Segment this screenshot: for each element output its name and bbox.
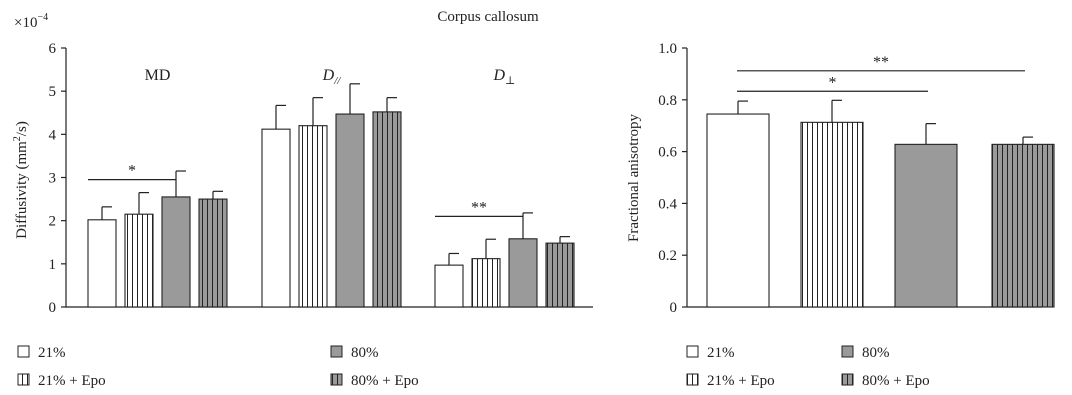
legend-label: 21% [707, 345, 735, 361]
figure-title: Corpus callosum [437, 9, 539, 25]
left-multiplier: ×10−4 [14, 12, 48, 31]
left-y-tick-label: 0 [49, 300, 57, 316]
left-y-tick-label: 6 [49, 41, 57, 57]
legend-swatch [841, 373, 854, 386]
left-multiplier-base: ×10 [14, 15, 37, 31]
legend-label: 21% + Epo [707, 373, 775, 389]
left-group-label-main: D [322, 67, 335, 84]
left-group-label: D// [322, 67, 342, 87]
legend-swatch [686, 345, 699, 358]
left-y-tick-label: 2 [49, 214, 57, 230]
right-y-tick-label: 0.8 [658, 93, 677, 109]
left-y-tick-label: 3 [49, 171, 57, 187]
left-multiplier-exp: −4 [37, 12, 48, 23]
legend-right: 21% 80% 21% + Epo 80% + Epo [686, 345, 930, 389]
right-bar [991, 143, 1055, 308]
left-bar [508, 238, 538, 308]
legend-label: 80% [862, 345, 890, 361]
left-y-axis-label-suffix: /s) [14, 121, 30, 136]
left-group-label-sub: ⊥ [505, 75, 515, 87]
legend-left: 21% 80% 21% + Epo 80% + Epo [17, 345, 419, 389]
left-bar [545, 242, 575, 308]
left-group-label: MD [145, 67, 171, 84]
left-y-tick-label: 1 [49, 257, 57, 273]
left-y-tick-label: 5 [49, 84, 57, 100]
left-group-label: D⊥ [493, 67, 516, 87]
right-significance-label: ** [873, 54, 889, 71]
left-bar [434, 264, 464, 308]
left-bar [471, 258, 501, 308]
right-y-tick-label: 0.2 [658, 248, 677, 264]
left-significance-label: * [128, 163, 136, 180]
right-chart: 00.20.40.60.81.0*** [658, 41, 1055, 316]
right-bar [706, 113, 770, 308]
left-y-axis-label-sup: 2 [12, 136, 23, 141]
left-y-tick-label: 4 [49, 127, 57, 143]
left-bar [161, 196, 191, 308]
legend-label: 80% [351, 345, 379, 361]
left-y-axis-label-main: Diffusivity (mm [14, 141, 30, 239]
legend-swatch [330, 373, 343, 386]
left-bar [198, 198, 228, 308]
right-y-tick-label: 0 [670, 300, 678, 316]
legend-swatch [17, 345, 30, 358]
legend-label: 21% + Epo [38, 373, 106, 389]
legend-swatch [686, 373, 699, 386]
right-y-axis-label: Fractional anisotropy [626, 114, 642, 242]
legend-swatch [841, 345, 854, 358]
left-group-label-sub: // [333, 75, 341, 87]
left-bar [335, 113, 365, 308]
legend-swatch [17, 373, 30, 386]
right-significance-label: * [829, 74, 837, 91]
left-bar [261, 128, 291, 308]
right-bar [894, 143, 958, 308]
left-bar [124, 213, 154, 308]
right-bar [800, 121, 864, 308]
left-y-axis-label: Diffusivity (mm2/s) [12, 121, 30, 239]
left-group-label-main: D [493, 67, 506, 84]
left-bar [372, 111, 402, 308]
right-y-tick-label: 0.6 [658, 145, 677, 161]
left-bar [87, 219, 117, 308]
legend-label: 80% + Epo [862, 373, 930, 389]
left-significance-label: ** [471, 199, 487, 216]
left-bar [298, 125, 328, 308]
left-group-label-main: MD [145, 67, 171, 84]
right-y-tick-label: 1.0 [658, 41, 677, 57]
right-y-tick-label: 0.4 [658, 196, 677, 212]
legend-label: 21% [38, 345, 66, 361]
legend-label: 80% + Epo [351, 373, 419, 389]
legend-swatch [330, 345, 343, 358]
